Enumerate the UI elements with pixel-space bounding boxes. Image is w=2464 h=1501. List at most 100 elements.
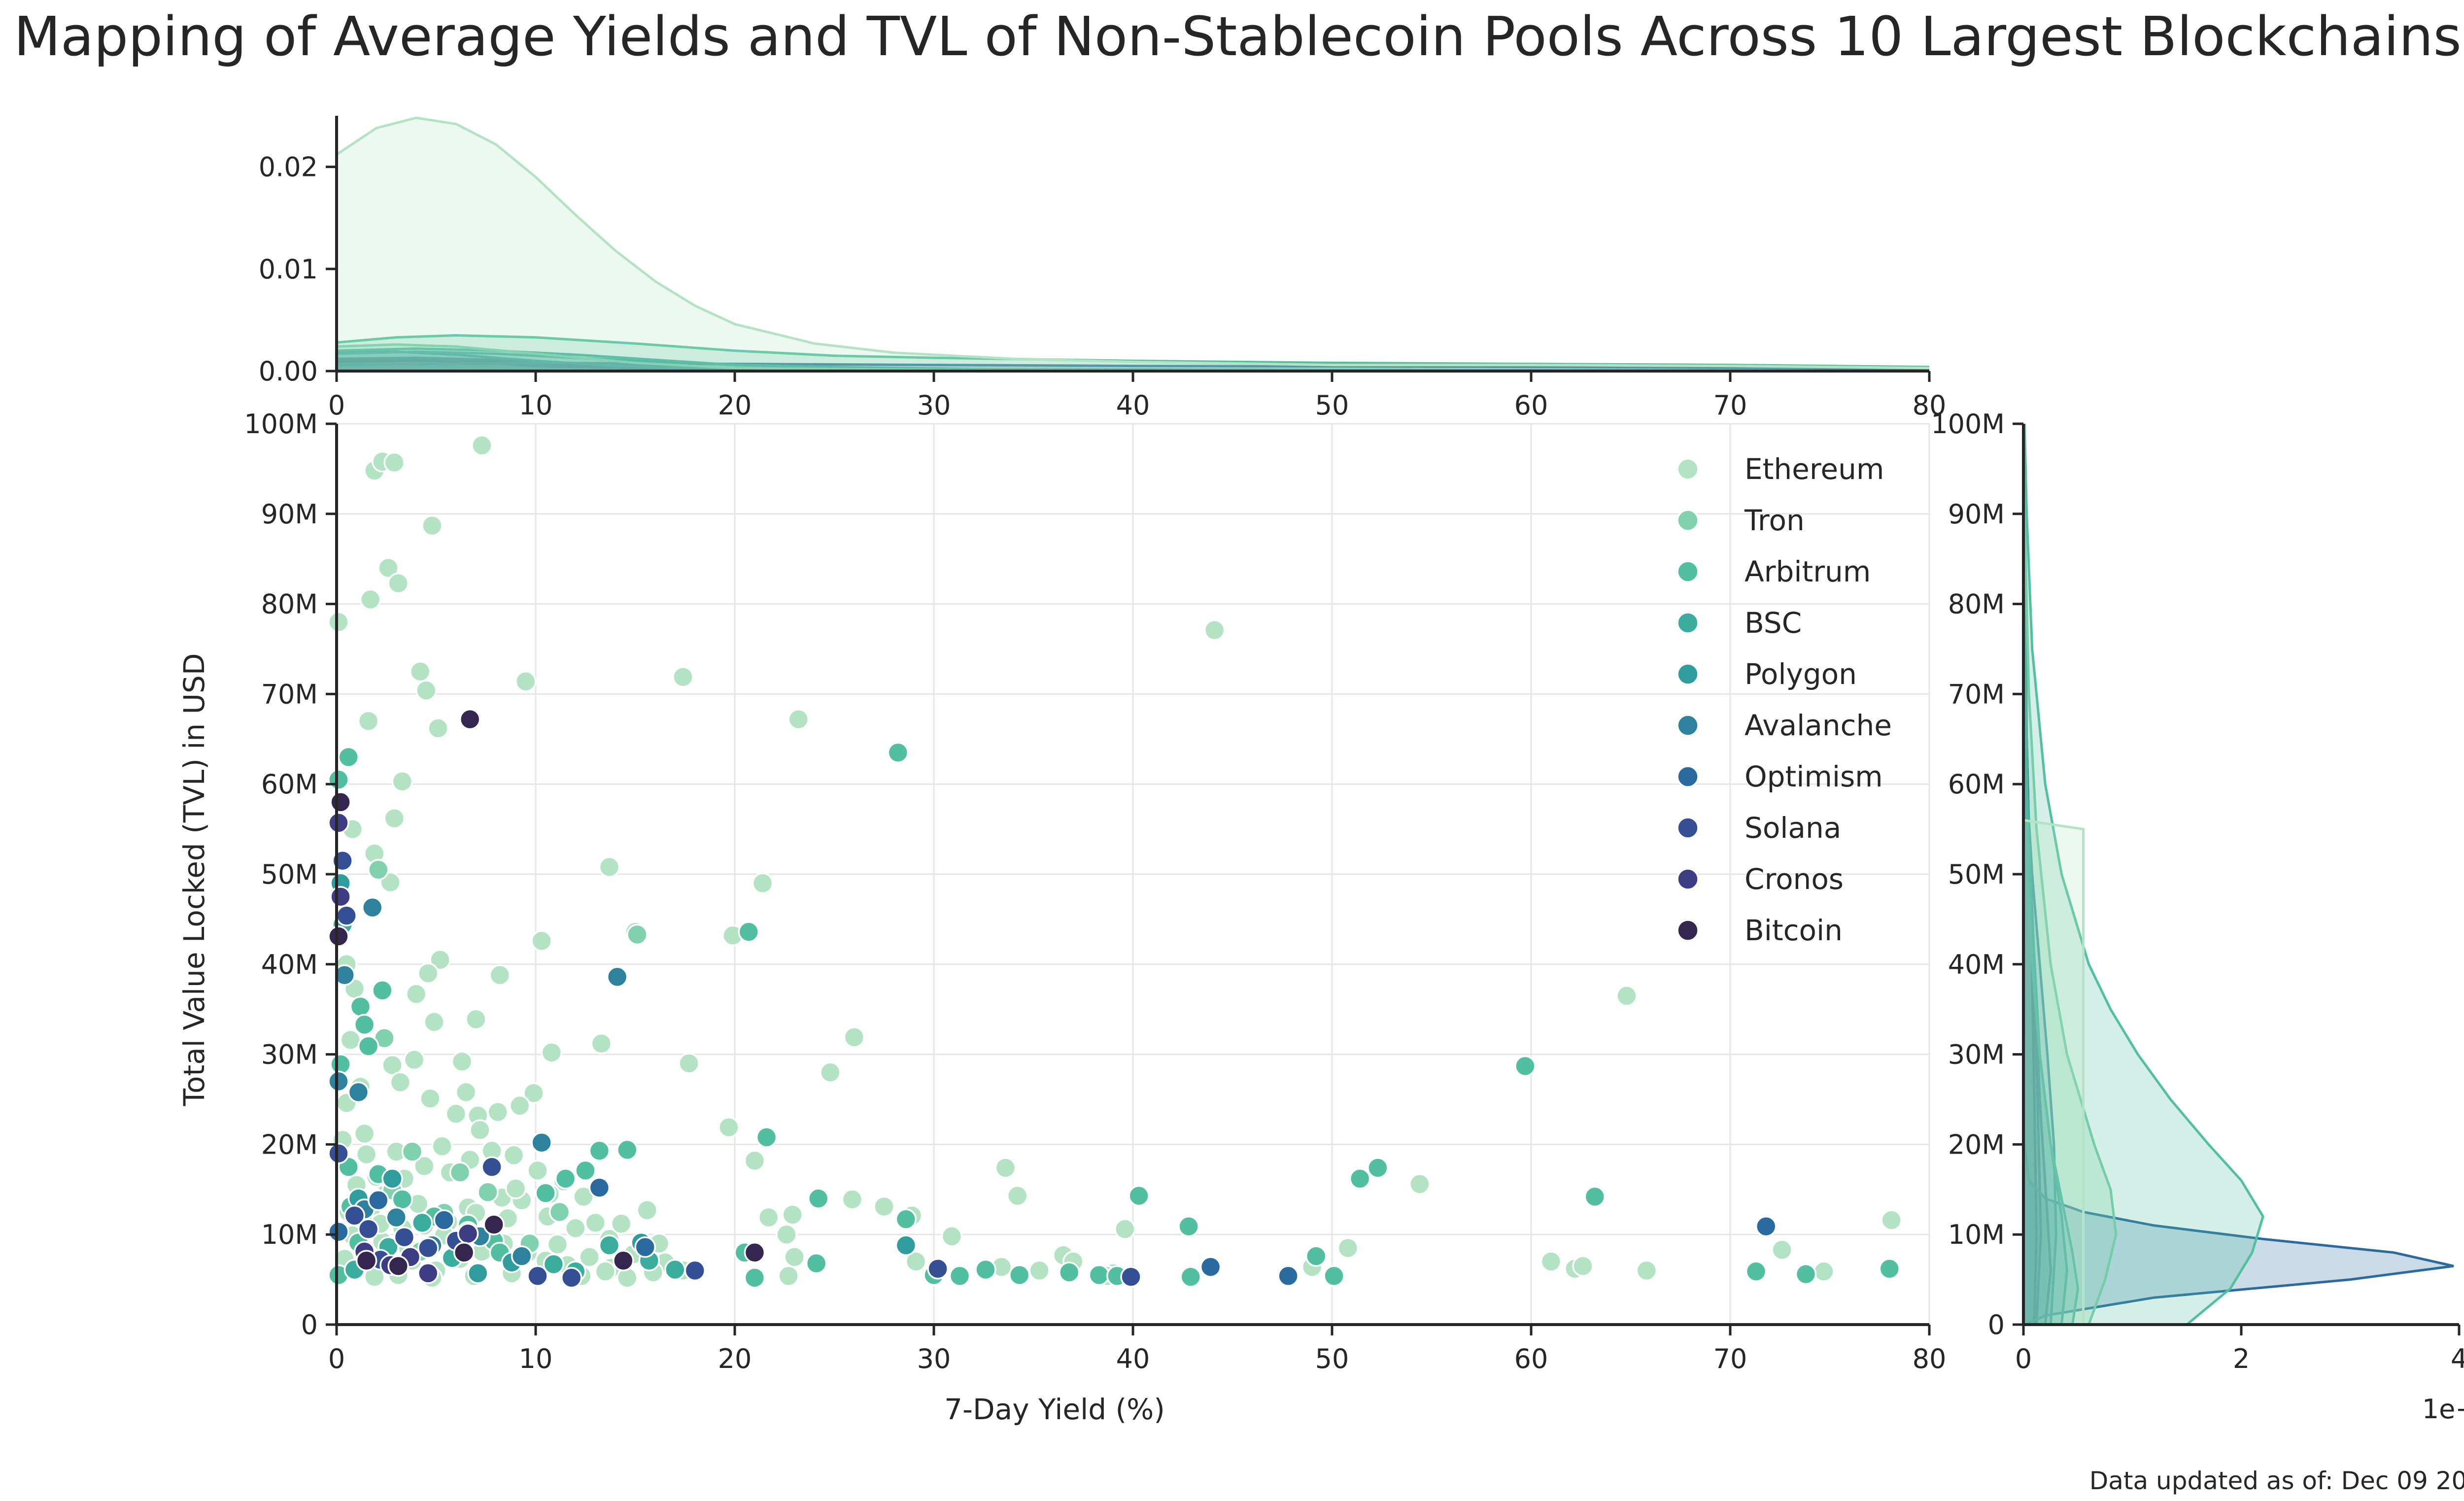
right-y-tick-label: 0 [1988, 1309, 2005, 1340]
right-density-fill [2023, 424, 2454, 1325]
main-scatter-plot: 0 10 20 30 40 50 60 70 80 0 10M 20M 30M 40M 50M 60M 70M 8… [244, 409, 1946, 1374]
scatter-point [445, 1103, 467, 1125]
scatter-point [755, 1126, 778, 1148]
x-tick-label: 70 [1713, 1343, 1747, 1374]
scatter-point [505, 1178, 527, 1199]
legend-marker [1677, 817, 1699, 839]
scatter-point [330, 791, 351, 813]
chart-title: Mapping of Average Yields and TVL of Non… [14, 5, 2462, 68]
legend-marker [1677, 714, 1699, 737]
scatter-point [391, 1189, 413, 1210]
scatter-point [805, 1252, 827, 1274]
scatter-point [427, 717, 449, 739]
legend: Ethereum Tron Arbitrum BSC Polygon Avalanche O… [1677, 452, 1892, 947]
y-tick-label: 60M [261, 769, 318, 800]
top-density-line [336, 116, 1930, 370]
scatter-point [1881, 1209, 1902, 1231]
scatter-point [684, 1260, 706, 1282]
right-density-line [2023, 423, 2264, 1326]
legend-label: Solana [1745, 811, 1841, 845]
right-y-tick-label: 100M [1931, 409, 2005, 440]
scatter-point [381, 1168, 403, 1190]
scatter-point [453, 1242, 475, 1263]
scatter-point [757, 1206, 780, 1228]
scatter-point [598, 1234, 620, 1256]
legend-marker [1677, 663, 1699, 685]
scatter-point [613, 1250, 634, 1271]
scatter-point [503, 1144, 525, 1166]
legend-marker [1677, 765, 1699, 788]
scatter-point [664, 1259, 686, 1281]
y-tick-label: 30M [261, 1039, 318, 1070]
scatter-point [338, 746, 359, 768]
scatter-point [1120, 1266, 1142, 1288]
top-density-line [336, 361, 1930, 371]
scatter-point [752, 872, 774, 894]
y-tick-label: 70M [261, 679, 318, 710]
scatter-point [588, 1177, 611, 1198]
scatter-point [588, 1140, 611, 1161]
top-x-tick-label: 20 [718, 390, 752, 421]
x-tick-label: 10 [519, 1343, 553, 1374]
legend-marker [1677, 509, 1699, 532]
legend-label: Tron [1744, 504, 1805, 537]
scatter-point [1636, 1260, 1658, 1282]
scatter-point [391, 770, 413, 792]
scatter-point [1584, 1186, 1606, 1208]
scatter-point [606, 966, 628, 988]
scatter-point [387, 1255, 409, 1277]
scatter-point [387, 572, 409, 594]
footnote: Data updated as of: Dec 09 2023 [2089, 1467, 2464, 1495]
scatter-point [1514, 1055, 1536, 1077]
scatter-point [417, 1237, 439, 1259]
scatter-point [353, 1123, 376, 1145]
right-x-tick-label: 0 [2015, 1343, 2032, 1374]
scatter-point [409, 660, 431, 682]
scatter-point [511, 1245, 533, 1267]
scatter-point [843, 1026, 865, 1048]
top-x-tick-label: 30 [917, 390, 951, 421]
scatter-point [1540, 1251, 1562, 1272]
scatter-point [340, 1029, 362, 1051]
right-density-line [2022, 424, 2085, 1325]
scatter-point [744, 1242, 766, 1263]
scatter-point [820, 1061, 841, 1083]
scatter-point [357, 1218, 379, 1240]
right-y-tick-label: 60M [1948, 769, 2005, 800]
top-x-tick-label: 50 [1315, 390, 1349, 421]
y-tick-label: 50M [261, 859, 318, 890]
legend-marker [1677, 458, 1699, 480]
scatter-point [489, 964, 511, 986]
right-x-tick-label: 4 [2451, 1343, 2464, 1374]
scatter-point [481, 1156, 503, 1178]
scatter-point [1180, 1266, 1201, 1288]
scatter-point [1367, 1157, 1389, 1179]
legend-label: Ethereum [1745, 452, 1884, 486]
scatter-point [1008, 1264, 1030, 1286]
scatter-point [573, 1186, 594, 1208]
scatter-point [778, 1265, 799, 1287]
main-axes: 0 10 20 30 40 50 60 70 80 0 10M 20M 30M 40M 50M 60M 70M 8… [244, 409, 1946, 1374]
scatter-point [1813, 1261, 1835, 1282]
scatter-point [905, 1251, 927, 1272]
scatter-point [372, 980, 393, 1001]
legend-marker [1677, 868, 1699, 890]
scatter-point [744, 1267, 766, 1289]
top-density-fill [337, 118, 1929, 372]
top-density-fill [337, 344, 1929, 371]
scatter-point [385, 1206, 407, 1228]
x-axis-label: 7-Day Yield (%) [944, 1393, 1165, 1426]
scatter-point [417, 962, 439, 984]
scatter-point [594, 1261, 616, 1282]
right-x-tick-label: 2 [2233, 1343, 2250, 1374]
top-x-tick-label: 0 [328, 390, 345, 421]
y-tick-label: 80M [261, 589, 318, 620]
scatter-point [527, 1160, 548, 1182]
legend-label: Cronos [1745, 862, 1844, 896]
scatter-point [784, 1246, 805, 1268]
scatter-point [1323, 1265, 1345, 1287]
scatter-point [610, 1213, 632, 1235]
scatter-point [598, 856, 620, 878]
scatter-point [328, 925, 349, 947]
